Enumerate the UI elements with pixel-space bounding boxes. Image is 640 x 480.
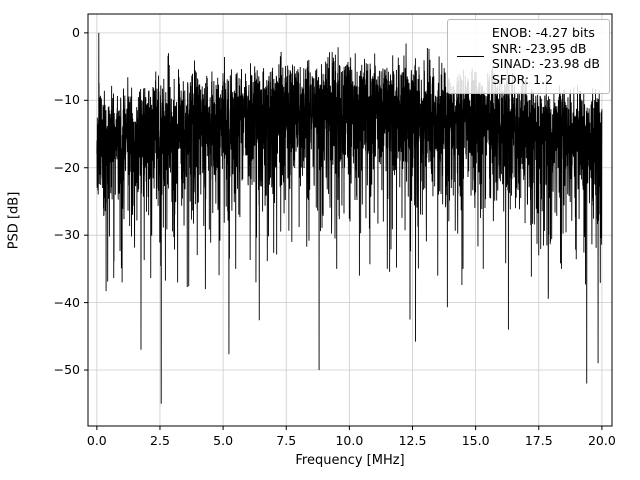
- y-axis-label: PSD [dB]: [6, 191, 22, 250]
- y-tick-label: 0: [72, 24, 80, 40]
- legend-text-block: ENOB: -4.27 bits SNR: -23.95 dB SINAD: -…: [492, 25, 600, 88]
- y-tick-label: −30: [53, 227, 80, 243]
- axes-spines: [87, 13, 613, 427]
- legend: ENOB: -4.27 bits SNR: -23.95 dB SINAD: -…: [446, 19, 610, 94]
- x-tick-label: 2.5: [150, 433, 170, 448]
- psd-trace: [96, 32, 603, 404]
- x-tick-label: 17.5: [524, 433, 553, 448]
- x-tick-label: 5.0: [213, 433, 234, 448]
- y-tick-label: −20: [53, 159, 80, 175]
- x-tick-label: 20.0: [587, 433, 616, 448]
- legend-snr: SNR: -23.95 dB: [491, 40, 587, 56]
- y-tick-label: −10: [53, 92, 80, 108]
- legend-sinad: SINAD: -23.98 dB: [491, 56, 600, 72]
- x-tick-label: 15.0: [461, 433, 490, 448]
- x-tick-label: 7.5: [276, 433, 297, 448]
- legend-enob: ENOB: -4.27 bits: [491, 25, 595, 40]
- x-axis-label: Frequency [MHz]: [295, 453, 405, 468]
- legend-sfdr: SFDR: 1.2: [491, 71, 553, 87]
- legend-line-sample: [456, 55, 484, 57]
- y-tick-label: −50: [53, 362, 80, 378]
- x-tick-label: 12.5: [398, 433, 427, 448]
- x-tick-label: 0.0: [86, 433, 107, 448]
- x-tick-label: 10.0: [335, 433, 364, 448]
- y-tick-label: −40: [53, 294, 80, 310]
